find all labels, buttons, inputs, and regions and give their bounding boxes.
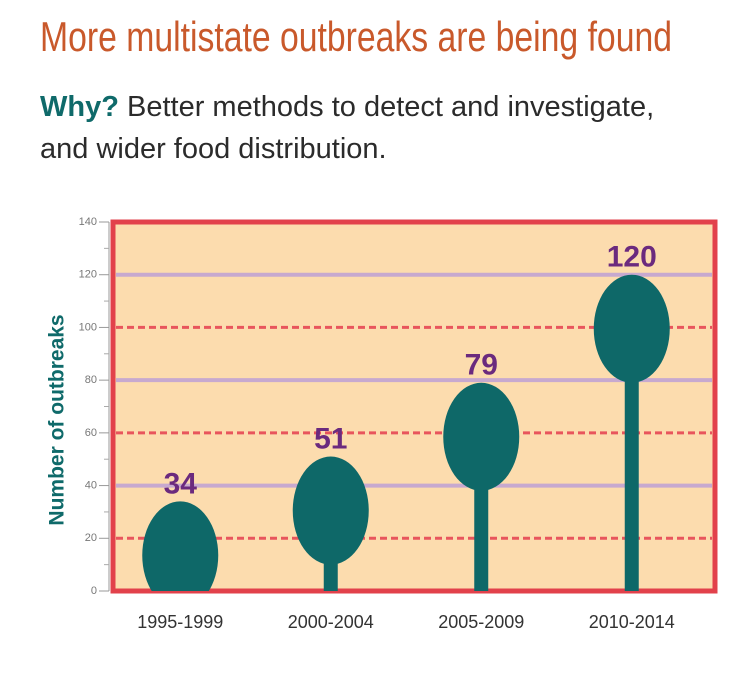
chart-title: More multistate outbreaks are being foun… xyxy=(40,13,672,60)
y-tick-label: 20 xyxy=(85,532,97,544)
y-tick-label: 60 xyxy=(85,427,97,439)
value-label: 120 xyxy=(607,241,657,274)
x-tick-label: 2010-2014 xyxy=(589,612,675,632)
spoon xyxy=(292,456,369,591)
value-label: 51 xyxy=(314,423,347,456)
y-tick-label: 0 xyxy=(91,585,97,597)
spoon xyxy=(443,382,520,591)
subtitle-text: Better methods to detect and investigate… xyxy=(40,91,655,165)
spoon xyxy=(593,274,670,591)
marks xyxy=(142,274,670,591)
value-label: 34 xyxy=(164,467,198,500)
spoon xyxy=(142,501,219,591)
value-label: 79 xyxy=(465,349,498,382)
y-tick-label: 100 xyxy=(79,321,97,333)
x-tick-label: 2000-2004 xyxy=(288,612,374,632)
x-tick-label: 2005-2009 xyxy=(438,612,524,632)
subtitle-lead: Why? xyxy=(40,91,119,123)
y-tick-label: 120 xyxy=(79,269,97,281)
subtitle: Why? Better methods to detect and invest… xyxy=(40,86,655,170)
y-tick-label: 140 xyxy=(79,216,97,228)
y-tick-label: 80 xyxy=(85,374,97,386)
y-axis-label: Number of outbreaks xyxy=(46,314,69,525)
y-tick-label: 40 xyxy=(85,479,97,491)
x-tick-label: 1995-1999 xyxy=(137,612,223,632)
